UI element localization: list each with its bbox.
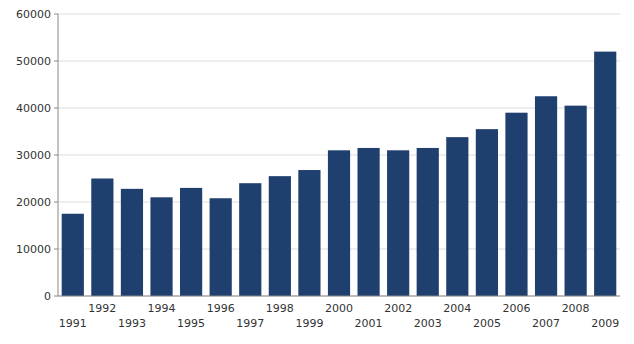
x-tick-label: 2008 — [562, 302, 590, 315]
bar — [210, 198, 232, 296]
y-tick — [54, 155, 58, 156]
bar — [535, 96, 557, 296]
y-tick — [54, 202, 58, 203]
y-axis: 0 10000 20000 30000 40000 50000 60000 — [16, 8, 58, 303]
y-tick-label: 20000 — [16, 196, 51, 209]
y-tick — [54, 249, 58, 250]
x-tick-label: 2007 — [532, 317, 560, 330]
x-tick-label: 1993 — [118, 317, 146, 330]
bar — [328, 150, 350, 296]
x-tick-label: 1997 — [236, 317, 264, 330]
y-tick — [54, 14, 58, 15]
y-tick-label: 50000 — [16, 55, 51, 68]
x-tick-label: 2000 — [325, 302, 353, 315]
y-tick-label: 40000 — [16, 102, 51, 115]
x-tick-label: 1998 — [266, 302, 294, 315]
bar — [565, 106, 587, 296]
x-tick-label: 1994 — [148, 302, 176, 315]
chart-container: 0100002000030000400005000060000199119921… — [0, 0, 634, 344]
bar — [594, 52, 616, 296]
y-tick-label: 30000 — [16, 149, 51, 162]
x-tick-label: 2002 — [384, 302, 412, 315]
grid-line — [58, 61, 620, 62]
x-tick-label: 2006 — [502, 302, 530, 315]
y-axis-line — [58, 14, 59, 296]
grid-line — [58, 296, 620, 297]
grid-line — [58, 14, 620, 15]
bar — [298, 170, 320, 296]
bar — [62, 214, 84, 296]
bar — [417, 148, 439, 296]
bar — [269, 176, 291, 296]
grid — [58, 14, 620, 296]
bar — [91, 179, 113, 297]
y-tick-label: 10000 — [16, 243, 51, 256]
x-tick-label: 1999 — [295, 317, 323, 330]
x-tick-label: 1995 — [177, 317, 205, 330]
y-tick — [54, 108, 58, 109]
bar — [446, 137, 468, 296]
x-tick-label: 1991 — [59, 317, 87, 330]
bar — [180, 188, 202, 296]
y-tick — [54, 296, 58, 297]
x-tick-label: 1996 — [207, 302, 235, 315]
bar — [357, 148, 379, 296]
x-tick-label: 1992 — [88, 302, 116, 315]
y-tick-label: 60000 — [16, 8, 51, 21]
chart-svg: 0100002000030000400005000060000199119921… — [0, 0, 634, 344]
bar — [121, 189, 143, 296]
bar — [505, 113, 527, 296]
x-tick-label: 2003 — [414, 317, 442, 330]
y-tick-label: 0 — [44, 290, 51, 303]
x-axis-line — [58, 296, 620, 297]
x-tick-label: 2004 — [443, 302, 471, 315]
x-tick-label: 2009 — [591, 317, 619, 330]
y-tick — [54, 61, 58, 62]
x-tick-label: 2005 — [473, 317, 501, 330]
x-tick-label: 2001 — [355, 317, 383, 330]
bar — [387, 150, 409, 296]
x-axis: 1991199219931994199519961997199819992000… — [58, 296, 620, 330]
bar — [239, 183, 261, 296]
bar — [476, 129, 498, 296]
bars — [62, 52, 617, 296]
bar — [150, 197, 172, 296]
